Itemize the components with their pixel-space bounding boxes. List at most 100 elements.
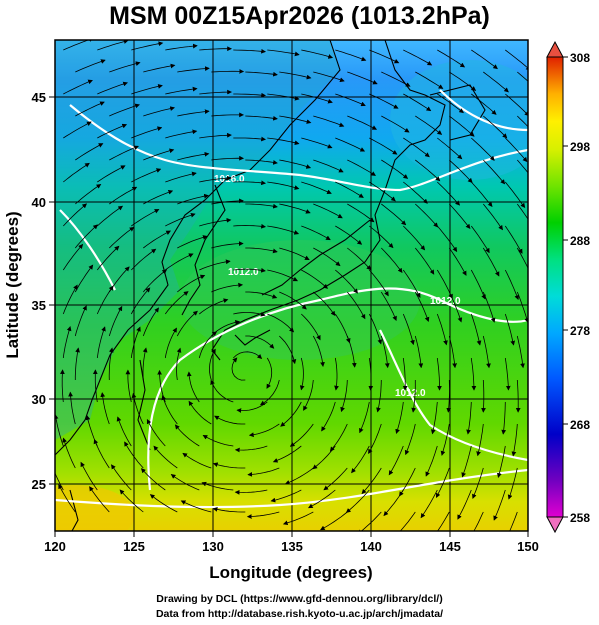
streamline-138 xyxy=(482,247,500,277)
streamline-198 xyxy=(130,326,141,359)
cb-tick-278: 278 xyxy=(570,324,590,338)
streamline-158 xyxy=(211,282,244,293)
streamline-225 xyxy=(92,369,98,403)
map-title: MSM 00Z15Apr2026 (1013.2hPa) xyxy=(109,2,490,30)
streamline-283 xyxy=(140,468,166,491)
streamline-222 xyxy=(481,379,486,413)
streamline-65 xyxy=(369,137,398,155)
streamline-161 xyxy=(313,291,336,317)
streamline-40 xyxy=(471,93,497,115)
streamline-270 xyxy=(182,452,212,469)
streamline-195 xyxy=(516,335,525,369)
streamline-37 xyxy=(369,93,399,109)
streamline-7 xyxy=(301,49,334,59)
streamline-154 xyxy=(74,264,94,293)
streamline-290 xyxy=(383,489,404,517)
streamline-220 xyxy=(411,380,417,413)
streamline-180 xyxy=(470,313,482,346)
streamline-304 xyxy=(399,511,416,531)
streamline-2 xyxy=(131,41,164,51)
streamline-24 xyxy=(415,71,444,89)
streamline-71 xyxy=(109,145,139,161)
streamline-115 xyxy=(165,212,196,227)
streamline-70 xyxy=(75,143,104,161)
streamline-104 xyxy=(279,203,311,214)
streamline-261 xyxy=(351,445,370,474)
streamline-98 xyxy=(75,184,102,205)
streamline-112 xyxy=(63,203,88,227)
streamline-201 xyxy=(233,351,263,360)
streamline-237 xyxy=(501,401,507,435)
streamline-274 xyxy=(323,467,348,491)
streamline-219 xyxy=(376,379,382,413)
streamline-166 xyxy=(482,291,496,323)
streamline-238 xyxy=(68,391,76,425)
streamline-80 xyxy=(415,159,441,182)
streamline-214 xyxy=(209,348,216,381)
streamline-256 xyxy=(174,424,200,447)
streamline-31 xyxy=(165,86,198,95)
streamline-169 xyxy=(96,285,114,315)
streamline-110 xyxy=(482,203,503,231)
streamline-4 xyxy=(199,46,232,52)
streamline-248 xyxy=(404,423,416,456)
streamline-231 xyxy=(280,401,302,427)
streamline-145 xyxy=(233,267,266,273)
streamline-202 xyxy=(266,357,273,389)
streamline-17 xyxy=(177,66,210,73)
streamline-48 xyxy=(279,115,312,124)
streamline-200 xyxy=(198,331,218,359)
streamline-189 xyxy=(312,335,325,367)
streamline-66 xyxy=(403,137,430,158)
streamline-32 xyxy=(199,89,232,95)
streamline-298 xyxy=(180,500,212,513)
streamline-125 xyxy=(504,225,523,254)
streamline-93 xyxy=(369,181,396,202)
streamline-183 xyxy=(108,305,123,337)
contour-label-3: 1012.0 xyxy=(430,296,461,307)
streamline-209 xyxy=(504,357,511,391)
streamline-128 xyxy=(143,230,172,249)
streamline-242 xyxy=(188,400,212,425)
streamline-111 xyxy=(516,203,528,220)
cb-tick-288: 288 xyxy=(570,234,590,248)
streamline-271 xyxy=(212,462,246,469)
streamline-297 xyxy=(149,494,178,513)
streamline-275 xyxy=(361,467,382,495)
streamline-82 xyxy=(483,159,506,185)
streamline-232 xyxy=(321,401,336,432)
streamline-144 xyxy=(199,259,231,271)
streamline-58 xyxy=(131,126,163,139)
streamline-149 xyxy=(368,269,389,297)
streamline-121 xyxy=(369,225,394,249)
streamline-285 xyxy=(201,481,234,491)
streamline-260 xyxy=(312,445,336,470)
streamline-42 xyxy=(75,101,105,117)
streamline-60 xyxy=(199,132,232,139)
streamline-273 xyxy=(284,467,314,485)
contour-label-4: 1012.0 xyxy=(395,388,426,399)
streamline-19 xyxy=(245,71,278,77)
streamline-284 xyxy=(170,474,200,491)
streamline-64 xyxy=(335,137,366,152)
streamline-106 xyxy=(347,203,375,223)
streamline-255 xyxy=(146,418,166,447)
streamline-109 xyxy=(449,203,471,230)
streamline-162 xyxy=(346,291,366,320)
streamline-217 xyxy=(303,379,314,411)
streamline-234 xyxy=(395,401,404,434)
streamline-267 xyxy=(93,438,110,469)
streamline-165 xyxy=(448,291,463,323)
streamline-33 xyxy=(233,92,266,98)
streamline-216 xyxy=(259,379,280,406)
cb-tick-308: 308 xyxy=(570,51,590,65)
streamline-73 xyxy=(177,151,210,161)
streamline-263 xyxy=(425,445,438,477)
streamline-5 xyxy=(233,48,266,54)
wind-streamlines xyxy=(55,40,528,531)
streamline-207 xyxy=(436,357,442,391)
streamline-296 xyxy=(119,489,144,513)
streamline-91 xyxy=(301,181,332,194)
streamline-188 xyxy=(279,335,297,365)
